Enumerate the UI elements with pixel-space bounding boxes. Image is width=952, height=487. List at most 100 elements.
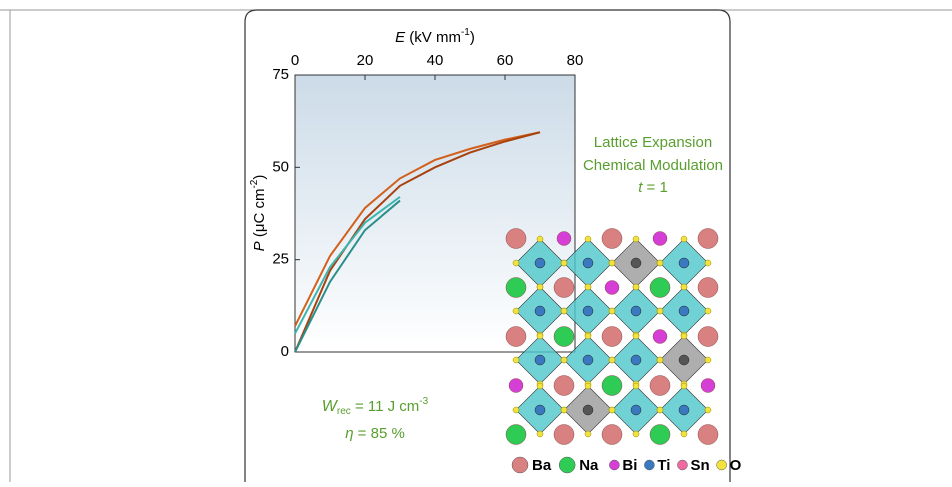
oxygen-atom: [561, 407, 567, 413]
oxygen-atom: [633, 284, 639, 290]
a-site-atom: [605, 281, 619, 295]
y-tick-label: 50: [272, 158, 289, 175]
legend-swatch: [677, 460, 687, 470]
legend-swatch: [559, 457, 575, 473]
oxygen-atom: [681, 333, 687, 339]
y-tick-label: 75: [272, 66, 289, 83]
legend-swatch: [644, 460, 654, 470]
oxygen-atom: [537, 236, 543, 242]
oxygen-atom: [681, 284, 687, 290]
x-tick-label: 20: [357, 52, 374, 69]
label-part: (kV mm: [405, 29, 461, 46]
a-site-atom: [602, 425, 622, 445]
b-site-atom: [679, 355, 689, 365]
oxygen-atom: [537, 333, 543, 339]
b-site-atom: [535, 405, 545, 415]
a-site-atom: [506, 425, 526, 445]
oxygen-atom: [705, 407, 711, 413]
x-tick-label: 0: [291, 52, 299, 69]
annotation: Lattice Expansion: [594, 134, 712, 151]
legend-swatch: [609, 460, 619, 470]
oxygen-atom: [633, 431, 639, 437]
a-site-atom: [698, 229, 718, 249]
figure: E (kV mm-1) P (μC cm-2) Lattice Expansio…: [0, 0, 952, 482]
oxygen-atom: [633, 383, 639, 389]
oxygen-atom: [513, 308, 519, 314]
oxygen-atom: [537, 383, 543, 389]
oxygen-atom: [681, 383, 687, 389]
a-site-atom: [698, 278, 718, 298]
a-site-atom: [650, 425, 670, 445]
a-site-atom: [698, 327, 718, 347]
b-site-atom: [679, 258, 689, 268]
a-site-atom: [554, 327, 574, 347]
oxygen-atom: [513, 357, 519, 363]
oxygen-atom: [705, 357, 711, 363]
b-site-atom: [679, 405, 689, 415]
a-site-atom: [653, 232, 667, 246]
annotation-part: = 1: [642, 179, 667, 196]
oxygen-atom: [657, 308, 663, 314]
b-site-atom: [583, 258, 593, 268]
b-site-atom: [631, 405, 641, 415]
label-part: ): [470, 29, 475, 46]
b-site-atom: [535, 306, 545, 316]
x-tick-label: 60: [497, 52, 514, 69]
a-site-atom: [506, 278, 526, 298]
b-site-atom: [583, 405, 593, 415]
oxygen-atom: [561, 260, 567, 266]
b-site-atom: [631, 258, 641, 268]
oxygen-atom: [609, 357, 615, 363]
oxygen-atom: [537, 431, 543, 437]
perf-part: = 11 J cm: [351, 398, 420, 415]
b-site-atom: [535, 355, 545, 365]
oxygen-atom: [705, 260, 711, 266]
a-site-atom: [506, 327, 526, 347]
legend-label: Bi: [622, 457, 637, 474]
structure-legend: Ba Na Bi Ti Sn O: [512, 457, 742, 474]
oxygen-atom: [537, 284, 543, 290]
perf-part: -3: [419, 396, 428, 407]
annotation: t = 1: [638, 179, 668, 196]
oxygen-atom: [561, 357, 567, 363]
legend-label: Na: [579, 457, 599, 474]
oxygen-atom: [513, 407, 519, 413]
legend-label: Ti: [657, 457, 670, 474]
a-site-atom: [557, 232, 571, 246]
a-site-atom: [602, 229, 622, 249]
perf-part: rec: [337, 406, 351, 417]
oxygen-atom: [681, 431, 687, 437]
legend-label: Ba: [532, 457, 552, 474]
annotation: Chemical Modulation: [583, 157, 723, 174]
y-tick-label: 25: [272, 251, 289, 268]
b-site-atom: [535, 258, 545, 268]
a-site-atom: [554, 278, 574, 298]
b-site-atom: [631, 306, 641, 316]
a-site-atom: [701, 379, 715, 393]
oxygen-atom: [657, 260, 663, 266]
a-site-atom: [650, 278, 670, 298]
oxygen-atom: [657, 357, 663, 363]
b-site-atom: [631, 355, 641, 365]
y-tick-label: 0: [281, 343, 289, 360]
oxygen-atom: [585, 236, 591, 242]
a-site-atom: [650, 376, 670, 396]
a-site-atom: [602, 327, 622, 347]
a-site-atom: [602, 376, 622, 396]
legend-label: Sn: [690, 457, 709, 474]
oxygen-atom: [609, 407, 615, 413]
a-site-atom: [554, 425, 574, 445]
oxygen-atom: [609, 260, 615, 266]
b-site-atom: [583, 355, 593, 365]
b-site-atom: [679, 306, 689, 316]
legend-swatch: [717, 460, 727, 470]
oxygen-atom: [585, 284, 591, 290]
performance-text: η = 85 %: [345, 425, 405, 442]
oxygen-atom: [681, 236, 687, 242]
legend-label: O: [730, 457, 742, 474]
oxygen-atom: [633, 236, 639, 242]
perf-part: = 85 %: [354, 425, 405, 442]
label-part: P: [251, 241, 268, 251]
oxygen-atom: [657, 407, 663, 413]
oxygen-atom: [633, 333, 639, 339]
